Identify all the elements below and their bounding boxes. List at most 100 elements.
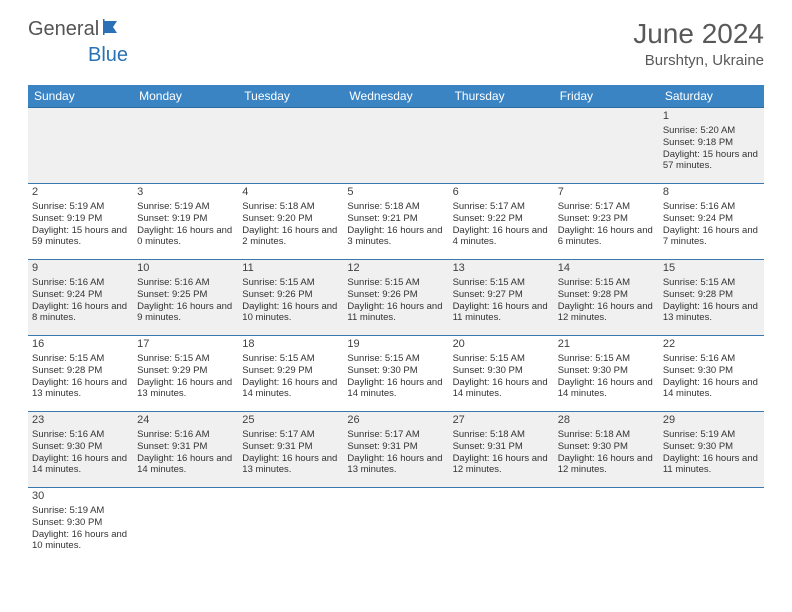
calendar-cell: 11Sunrise: 5:15 AMSunset: 9:26 PMDayligh… xyxy=(238,260,343,336)
daylight-text: Daylight: 16 hours and 13 minutes. xyxy=(137,377,234,401)
calendar-cell: 8Sunrise: 5:16 AMSunset: 9:24 PMDaylight… xyxy=(659,184,764,260)
calendar-cell xyxy=(659,488,764,564)
location-label: Burshtyn, Ukraine xyxy=(633,52,764,69)
sunset-text: Sunset: 9:19 PM xyxy=(32,213,129,225)
sunrise-text: Sunrise: 5:15 AM xyxy=(242,353,339,365)
sunset-text: Sunset: 9:30 PM xyxy=(32,517,129,529)
sunset-text: Sunset: 9:30 PM xyxy=(663,365,760,377)
sunset-text: Sunset: 9:30 PM xyxy=(32,441,129,453)
daylight-text: Daylight: 16 hours and 10 minutes. xyxy=(242,301,339,325)
sunset-text: Sunset: 9:29 PM xyxy=(137,365,234,377)
calendar-cell: 12Sunrise: 5:15 AMSunset: 9:26 PMDayligh… xyxy=(343,260,448,336)
sunset-text: Sunset: 9:31 PM xyxy=(137,441,234,453)
sunrise-text: Sunrise: 5:17 AM xyxy=(558,201,655,213)
day-number: 2 xyxy=(32,186,129,200)
calendar-cell: 19Sunrise: 5:15 AMSunset: 9:30 PMDayligh… xyxy=(343,336,448,412)
sunset-text: Sunset: 9:24 PM xyxy=(32,289,129,301)
daylight-text: Daylight: 16 hours and 14 minutes. xyxy=(32,453,129,477)
day-number: 16 xyxy=(32,338,129,352)
daylight-text: Daylight: 16 hours and 14 minutes. xyxy=(137,453,234,477)
sunrise-text: Sunrise: 5:16 AM xyxy=(137,277,234,289)
daylight-text: Daylight: 16 hours and 12 minutes. xyxy=(558,301,655,325)
calendar-cell xyxy=(449,108,554,184)
calendar-week: 2Sunrise: 5:19 AMSunset: 9:19 PMDaylight… xyxy=(28,184,764,260)
calendar-cell: 27Sunrise: 5:18 AMSunset: 9:31 PMDayligh… xyxy=(449,412,554,488)
day-number: 24 xyxy=(137,414,234,428)
daylight-text: Daylight: 16 hours and 11 minutes. xyxy=(347,301,444,325)
sunrise-text: Sunrise: 5:15 AM xyxy=(558,353,655,365)
calendar-cell: 16Sunrise: 5:15 AMSunset: 9:28 PMDayligh… xyxy=(28,336,133,412)
calendar-cell: 23Sunrise: 5:16 AMSunset: 9:30 PMDayligh… xyxy=(28,412,133,488)
sunset-text: Sunset: 9:28 PM xyxy=(32,365,129,377)
sunset-text: Sunset: 9:22 PM xyxy=(453,213,550,225)
sunrise-text: Sunrise: 5:16 AM xyxy=(663,353,760,365)
daylight-text: Daylight: 16 hours and 2 minutes. xyxy=(242,225,339,249)
day-number: 23 xyxy=(32,414,129,428)
calendar-cell: 21Sunrise: 5:15 AMSunset: 9:30 PMDayligh… xyxy=(554,336,659,412)
sunset-text: Sunset: 9:27 PM xyxy=(453,289,550,301)
sunset-text: Sunset: 9:30 PM xyxy=(558,441,655,453)
calendar-table: Sunday Monday Tuesday Wednesday Thursday… xyxy=(28,85,764,564)
calendar-cell xyxy=(133,108,238,184)
sunrise-text: Sunrise: 5:16 AM xyxy=(32,277,129,289)
calendar-cell: 15Sunrise: 5:15 AMSunset: 9:28 PMDayligh… xyxy=(659,260,764,336)
day-header: Thursday xyxy=(449,85,554,108)
calendar-cell: 30Sunrise: 5:19 AMSunset: 9:30 PMDayligh… xyxy=(28,488,133,564)
header: General June 2024 Burshtyn, Ukraine xyxy=(0,0,792,79)
sunrise-text: Sunrise: 5:17 AM xyxy=(242,429,339,441)
calendar-cell xyxy=(28,108,133,184)
calendar-cell xyxy=(238,108,343,184)
sunrise-text: Sunrise: 5:16 AM xyxy=(32,429,129,441)
sunrise-text: Sunrise: 5:15 AM xyxy=(347,353,444,365)
sunset-text: Sunset: 9:30 PM xyxy=(453,365,550,377)
day-number: 25 xyxy=(242,414,339,428)
sunrise-text: Sunrise: 5:18 AM xyxy=(558,429,655,441)
daylight-text: Daylight: 16 hours and 14 minutes. xyxy=(558,377,655,401)
logo: General xyxy=(28,18,127,41)
sunrise-text: Sunrise: 5:17 AM xyxy=(347,429,444,441)
calendar-cell xyxy=(343,488,448,564)
month-title: June 2024 xyxy=(633,18,764,50)
day-number: 27 xyxy=(453,414,550,428)
sunset-text: Sunset: 9:26 PM xyxy=(242,289,339,301)
day-number: 6 xyxy=(453,186,550,200)
day-number: 18 xyxy=(242,338,339,352)
calendar-week: 1Sunrise: 5:20 AMSunset: 9:18 PMDaylight… xyxy=(28,108,764,184)
day-header: Monday xyxy=(133,85,238,108)
daylight-text: Daylight: 16 hours and 3 minutes. xyxy=(347,225,444,249)
calendar-cell: 1Sunrise: 5:20 AMSunset: 9:18 PMDaylight… xyxy=(659,108,764,184)
calendar-cell xyxy=(238,488,343,564)
day-number: 11 xyxy=(242,262,339,276)
calendar-cell: 13Sunrise: 5:15 AMSunset: 9:27 PMDayligh… xyxy=(449,260,554,336)
sunset-text: Sunset: 9:19 PM xyxy=(137,213,234,225)
calendar-cell: 2Sunrise: 5:19 AMSunset: 9:19 PMDaylight… xyxy=(28,184,133,260)
day-number: 19 xyxy=(347,338,444,352)
sunset-text: Sunset: 9:30 PM xyxy=(663,441,760,453)
calendar-week: 9Sunrise: 5:16 AMSunset: 9:24 PMDaylight… xyxy=(28,260,764,336)
sunset-text: Sunset: 9:31 PM xyxy=(453,441,550,453)
sunrise-text: Sunrise: 5:17 AM xyxy=(453,201,550,213)
daylight-text: Daylight: 16 hours and 11 minutes. xyxy=(663,453,760,477)
sunset-text: Sunset: 9:28 PM xyxy=(558,289,655,301)
logo-text-part2: Blue xyxy=(88,44,128,66)
sunrise-text: Sunrise: 5:18 AM xyxy=(242,201,339,213)
sunset-text: Sunset: 9:23 PM xyxy=(558,213,655,225)
daylight-text: Daylight: 16 hours and 9 minutes. xyxy=(137,301,234,325)
sunrise-text: Sunrise: 5:18 AM xyxy=(453,429,550,441)
sunset-text: Sunset: 9:18 PM xyxy=(663,137,760,149)
sunrise-text: Sunrise: 5:15 AM xyxy=(558,277,655,289)
day-number: 10 xyxy=(137,262,234,276)
sunrise-text: Sunrise: 5:15 AM xyxy=(32,353,129,365)
sunset-text: Sunset: 9:28 PM xyxy=(663,289,760,301)
day-number: 30 xyxy=(32,490,129,504)
day-number: 8 xyxy=(663,186,760,200)
sunset-text: Sunset: 9:21 PM xyxy=(347,213,444,225)
day-header-row: Sunday Monday Tuesday Wednesday Thursday… xyxy=(28,85,764,108)
calendar-cell: 18Sunrise: 5:15 AMSunset: 9:29 PMDayligh… xyxy=(238,336,343,412)
day-number: 3 xyxy=(137,186,234,200)
day-number: 4 xyxy=(242,186,339,200)
daylight-text: Daylight: 16 hours and 13 minutes. xyxy=(347,453,444,477)
calendar-cell: 22Sunrise: 5:16 AMSunset: 9:30 PMDayligh… xyxy=(659,336,764,412)
daylight-text: Daylight: 16 hours and 4 minutes. xyxy=(453,225,550,249)
day-number: 26 xyxy=(347,414,444,428)
